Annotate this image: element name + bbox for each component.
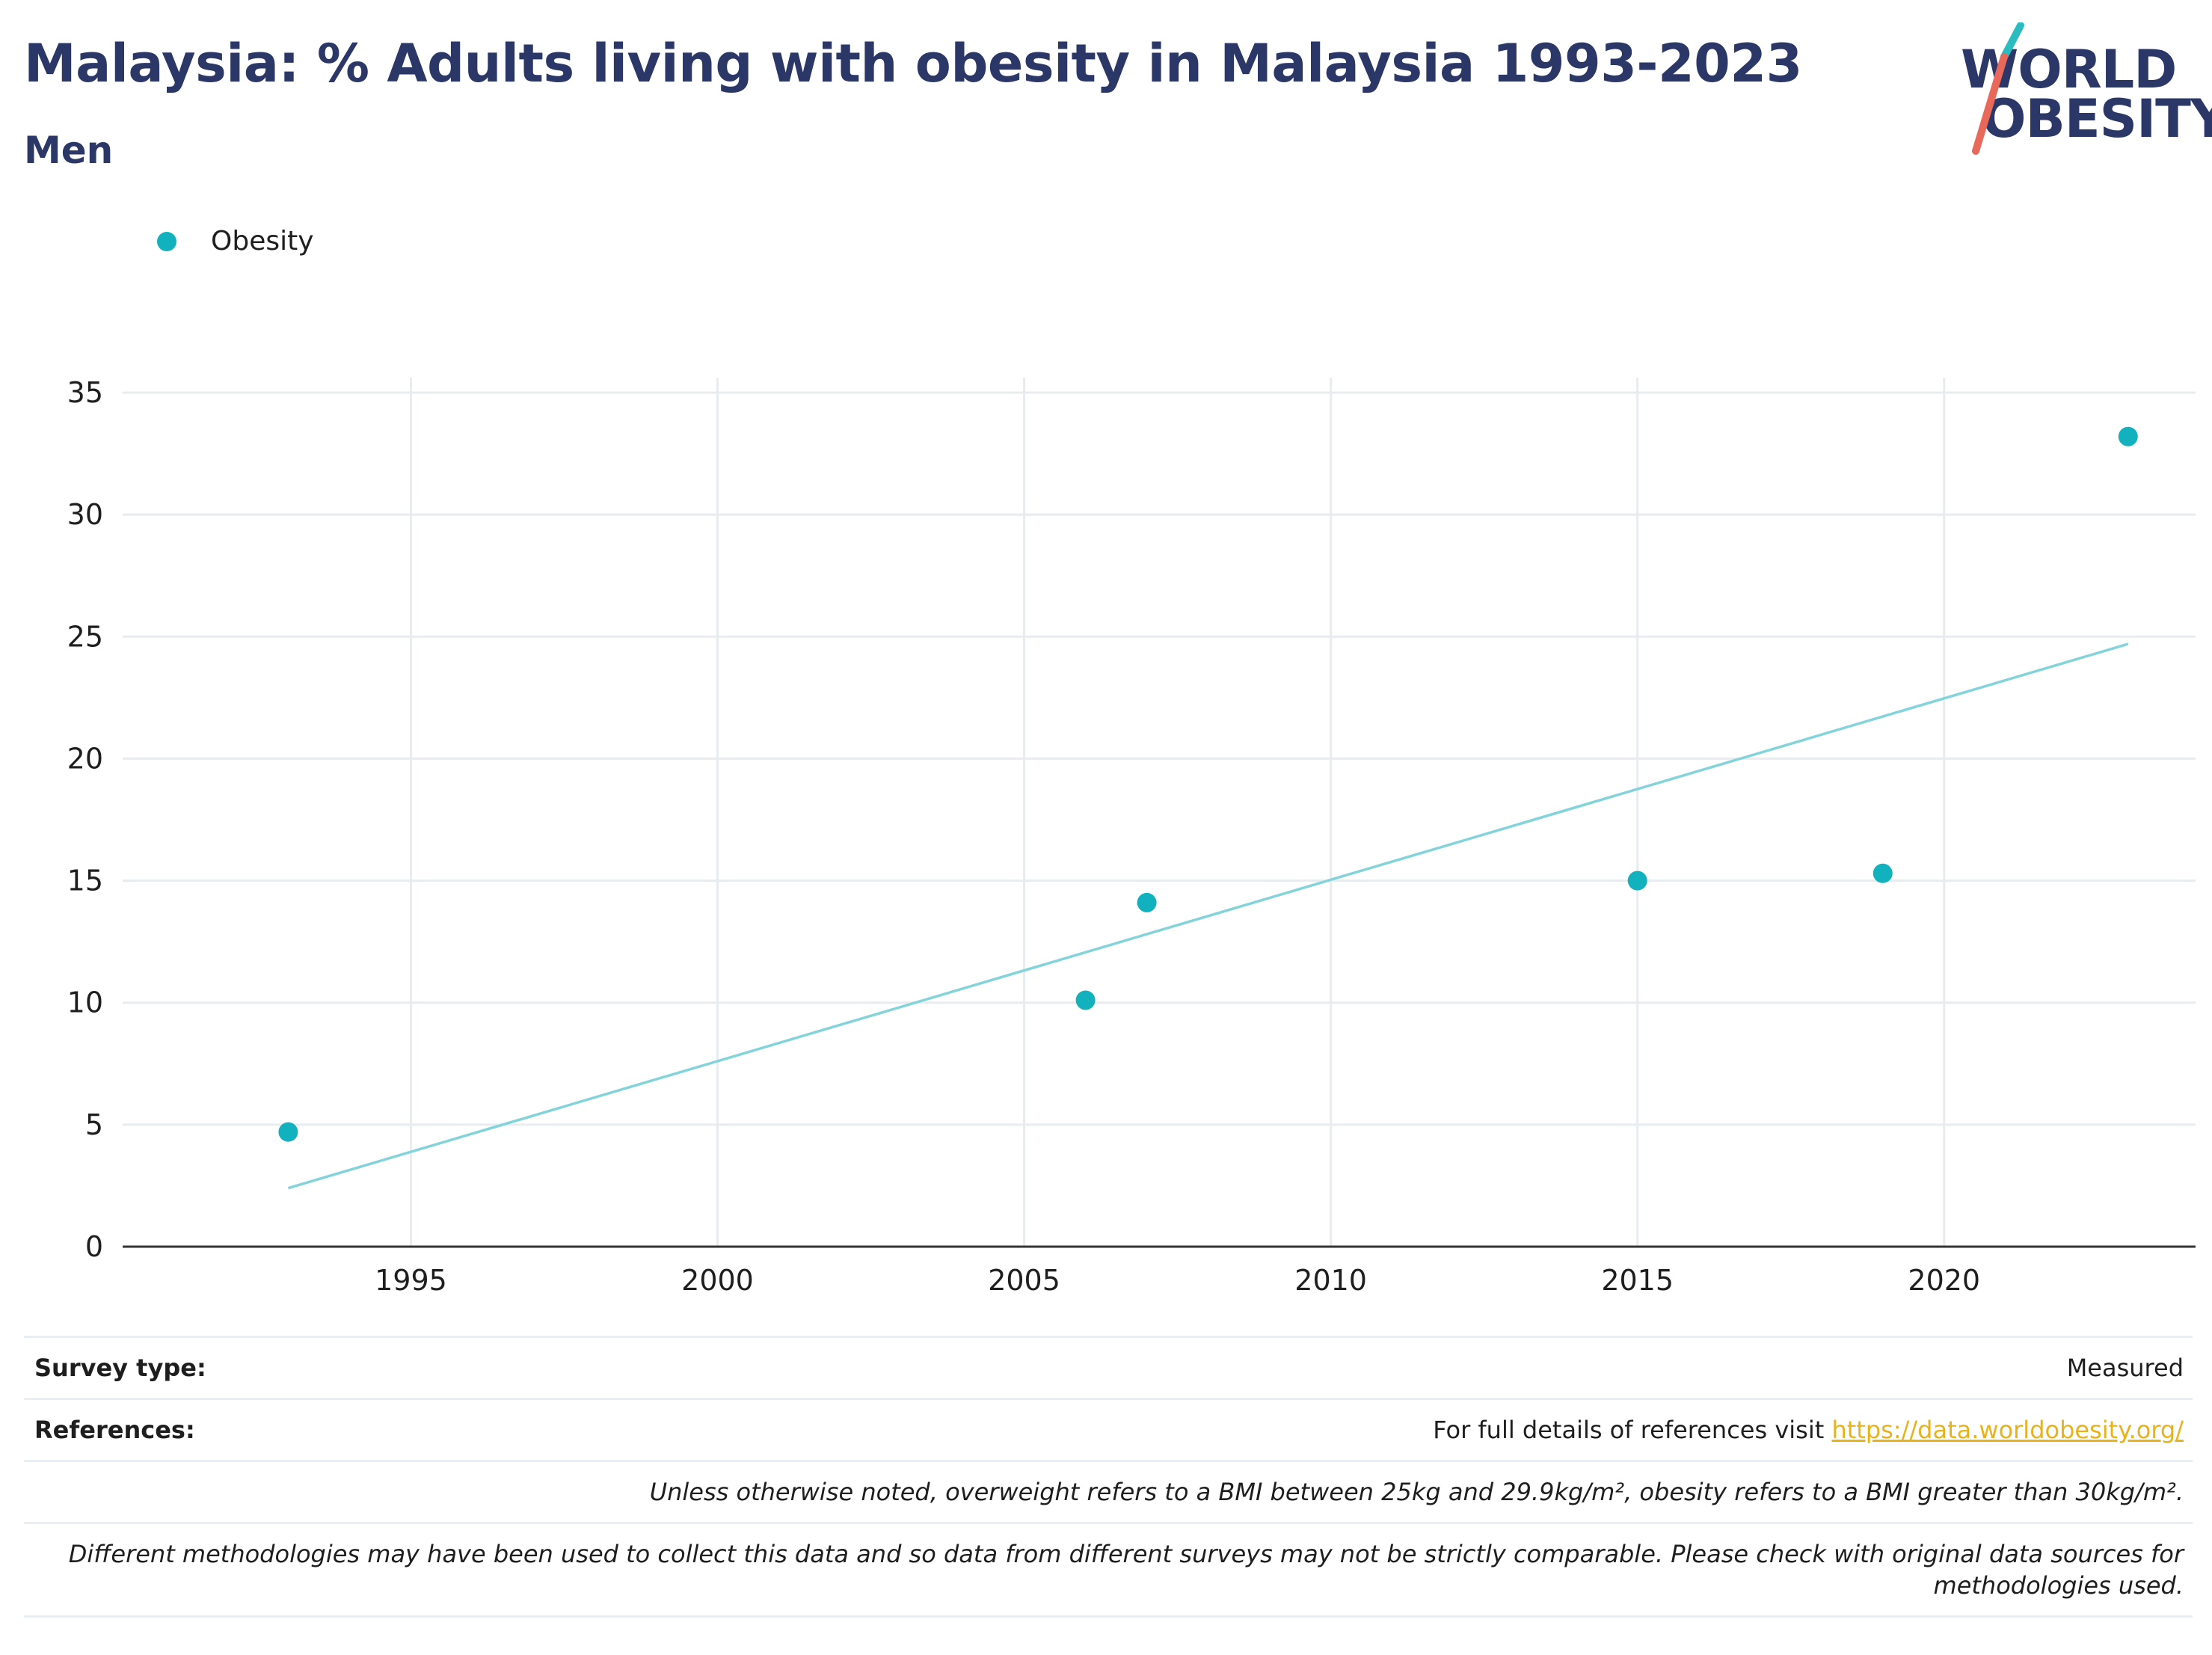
y-tick-label-15: 15 [67, 865, 103, 897]
methodology-note-line2: methodologies used. [1933, 1571, 2184, 1600]
methodology-note-row: Different methodologies may have been us… [24, 1522, 2193, 1618]
y-tick-label-30: 30 [67, 498, 103, 531]
logo-text-obesity: OBESITY [1982, 88, 2212, 150]
x-tick-label-2020: 2020 [1908, 1264, 1980, 1297]
y-tick-label-20: 20 [67, 742, 103, 775]
scatter-chart: 0 5 10 15 20 25 30 35 1995 2000 2005 2010 2015 2020 [67, 376, 2196, 1297]
legend-marker-obesity [157, 231, 176, 251]
references-link[interactable]: https://data.worldobesity.org/ [1831, 1416, 2184, 1444]
y-tick-label-10: 10 [67, 986, 103, 1019]
legend-label-obesity: Obesity [211, 226, 314, 257]
y-tick-label-25: 25 [67, 620, 103, 653]
grid-lines [123, 378, 2196, 1247]
trendline-layer [287, 642, 2129, 1190]
chart-title: Malaysia: % Adults living with obesity i… [24, 33, 1802, 94]
chart-footer: Survey type: Measured References: For fu… [24, 1336, 2193, 1618]
world-obesity-logo: WORLD OBESITY [1952, 22, 2212, 157]
data-point-2015 [1627, 871, 1647, 891]
x-tick-label-2005: 2005 [988, 1264, 1060, 1297]
trendline [287, 642, 2129, 1190]
methodology-note-line1: Different methodologies may have been us… [68, 1540, 2184, 1568]
data-point-2019 [1872, 863, 1893, 883]
x-tick-label-2015: 2015 [1601, 1264, 1674, 1297]
x-tick-label-2000: 2000 [681, 1264, 754, 1297]
data-point-2006 [1075, 990, 1096, 1010]
data-points [278, 426, 2138, 1142]
survey-type-value: Measured [2066, 1354, 2184, 1382]
methodology-note: Different methodologies may have been us… [69, 1538, 2184, 1601]
data-point-2007 [1137, 892, 1157, 912]
chart-subtitle: Men [24, 129, 114, 172]
logo-slash-icon [1972, 22, 2024, 155]
survey-type-label: Survey type: [34, 1354, 206, 1382]
references-label: References: [34, 1416, 195, 1444]
data-point-1993 [278, 1122, 298, 1142]
y-tick-label-35: 35 [67, 376, 103, 409]
chart-legend: Obesity [157, 226, 314, 257]
x-tick-label-2010: 2010 [1294, 1264, 1367, 1297]
references-row: References: For full details of referenc… [24, 1398, 2193, 1460]
x-tick-label-1995: 1995 [375, 1264, 447, 1297]
y-tick-label-5: 5 [85, 1108, 103, 1141]
y-tick-label-0: 0 [85, 1230, 103, 1263]
bmi-note-row: Unless otherwise noted, overweight refer… [24, 1460, 2193, 1522]
axes: 0 5 10 15 20 25 30 35 1995 2000 2005 2010 2015 2020 [67, 376, 2196, 1297]
data-point-2023 [2118, 426, 2138, 446]
references-value: For full details of references visit htt… [1433, 1416, 2184, 1444]
references-text: For full details of references visit [1433, 1416, 1832, 1444]
survey-type-row: Survey type: Measured [24, 1336, 2193, 1398]
bmi-note: Unless otherwise noted, overweight refer… [649, 1478, 2184, 1506]
